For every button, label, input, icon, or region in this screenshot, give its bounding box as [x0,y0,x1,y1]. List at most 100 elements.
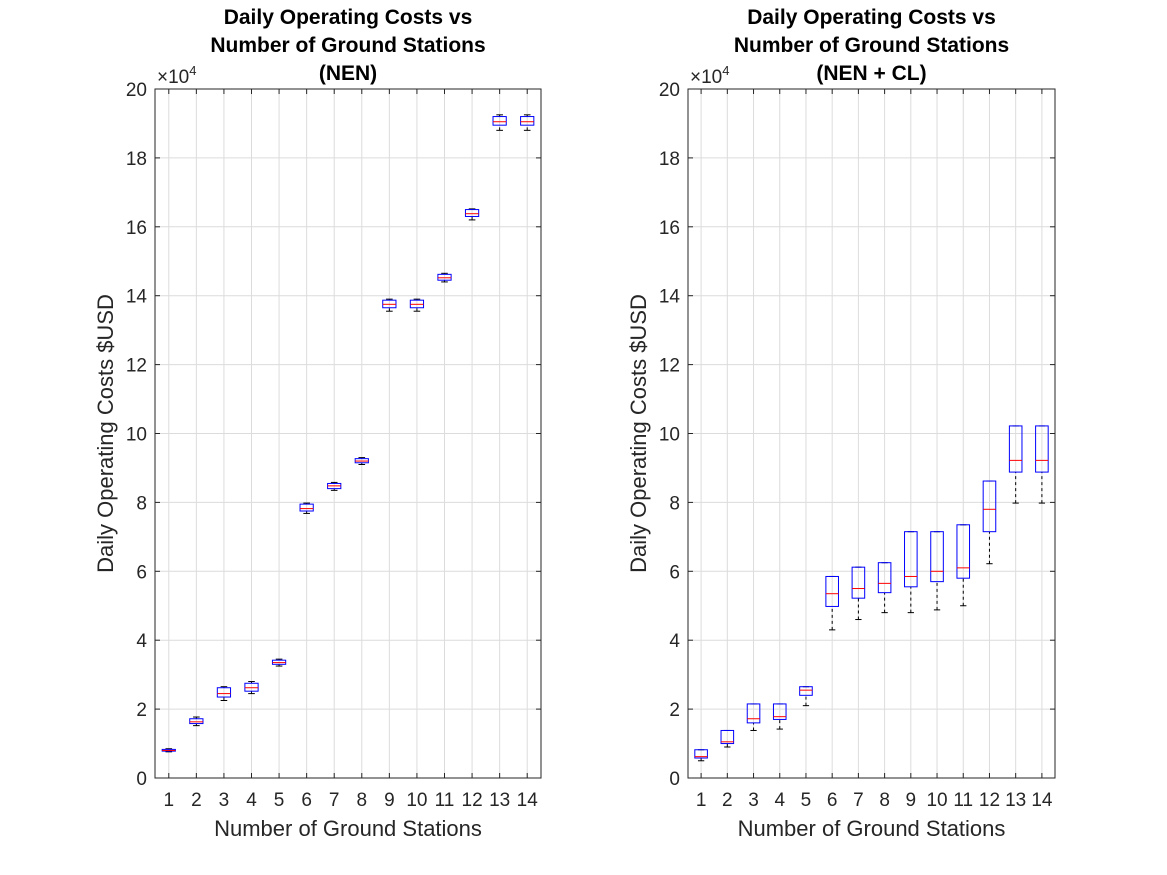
x-tick-label: 8 [356,790,367,811]
y-tick-label: 4 [136,631,147,652]
x-tick-label: 13 [489,790,510,811]
box-3 [216,686,232,701]
x-tick-label: 7 [329,790,340,811]
box-7 [327,481,342,491]
chart-title-line: (NEN + CL) [816,62,926,85]
box-iqr [189,718,204,725]
y-tick-label: 8 [136,493,147,514]
x-tick-label: 2 [722,790,733,811]
x-tick-label: 9 [906,790,917,811]
y-axis-label: Daily Operating Costs $USD [93,294,118,573]
y-tick-label: 14 [659,287,681,308]
box-6 [825,575,839,631]
box-iqr [1035,425,1049,473]
y-tick-label: 4 [669,631,680,652]
y-tick-label: 0 [136,769,147,790]
x-tick-label: 10 [406,790,427,811]
y-tick-label: 2 [669,700,680,721]
x-tick-label: 4 [246,790,257,811]
box-iqr [464,209,480,217]
y-tick-label: 2 [136,700,147,721]
x-tick-label: 9 [384,790,395,811]
x-tick-label: 5 [801,790,812,811]
box-iqr [520,116,535,126]
x-axis-label: Number of Ground Stations [214,816,482,841]
x-tick-label: 3 [748,790,759,811]
y-exponent-base: ×10 [157,67,189,88]
x-tick-label: 1 [163,790,174,811]
y-tick-label: 0 [669,769,680,790]
box-2 [189,716,204,727]
x-tick-label: 14 [517,790,539,811]
y-tick-label: 10 [659,425,680,446]
box-1 [161,748,176,753]
x-tick-label: 6 [827,790,838,811]
box-2 [720,729,735,748]
chart-title-line: Daily Operating Costs vs [747,6,996,29]
y-tick-label: 8 [669,493,680,514]
box-iqr [746,703,761,724]
box-12 [464,208,480,221]
box-8 [877,562,892,614]
y-tick-label: 6 [136,562,147,583]
x-tick-label: 12 [462,790,483,811]
box-iqr [492,116,507,126]
box-10 [409,298,425,312]
box-iqr [299,503,314,512]
x-tick-label: 13 [1005,790,1026,811]
x-tick-label: 14 [1031,790,1053,811]
y-exponent-base: ×10 [690,67,722,88]
box-iqr [956,524,971,579]
box-iqr [877,562,892,594]
x-tick-label: 5 [274,790,285,811]
y-tick-label: 16 [659,218,680,239]
x-tick-label: 3 [219,790,230,811]
box-iqr [216,687,232,698]
box-8 [354,457,369,466]
box-14 [1035,425,1049,504]
y-tick-label: 16 [126,218,147,239]
box-iqr [904,531,918,588]
box-3 [746,703,761,731]
chart-title-line: (NEN) [319,62,377,85]
box-13 [492,114,507,131]
box-iqr [244,682,259,692]
chart-title-line: Number of Ground Stations [734,34,1009,57]
y-tick-label: 20 [659,80,680,101]
box-7 [851,566,866,621]
y-exponent-power: 4 [189,63,196,78]
x-axis-label: Number of Ground Stations [738,816,1006,841]
x-tick-label: 11 [953,790,973,811]
x-tick-label: 7 [853,790,864,811]
x-tick-label: 2 [191,790,202,811]
x-tick-label: 12 [979,790,1000,811]
y-tick-label: 6 [669,562,680,583]
y-exponent-label: ×104 [690,63,729,88]
box-iqr [720,729,735,745]
box-6 [299,502,314,514]
x-tick-label: 6 [301,790,312,811]
y-exponent-label: ×104 [157,63,196,88]
y-tick-label: 20 [126,80,147,101]
y-tick-label: 18 [126,149,147,170]
y-tick-label: 14 [126,287,148,308]
y-axis-label: Daily Operating Costs $USD [626,294,651,573]
box-iqr [851,566,866,599]
box-iqr [1008,425,1023,473]
box-11 [956,524,971,607]
box-10 [930,531,944,611]
y-exponent-power: 4 [722,63,729,78]
chart-title-line: Daily Operating Costs vs [224,6,473,29]
box-1 [694,749,708,762]
x-tick-label: 4 [774,790,785,811]
box-13 [1008,425,1023,504]
box-iqr [825,575,839,607]
box-iqr [694,749,708,759]
box-9 [382,298,397,312]
box-iqr [982,480,997,533]
box-5 [799,686,813,707]
